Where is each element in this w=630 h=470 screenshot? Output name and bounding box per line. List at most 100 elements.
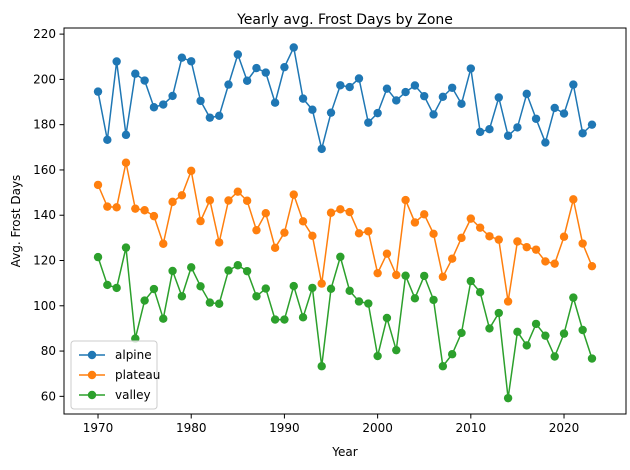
data-point — [382, 313, 392, 323]
data-point — [214, 111, 224, 121]
data-point — [140, 296, 149, 305]
data-point — [578, 325, 587, 335]
data-point — [345, 82, 354, 92]
data-point — [373, 108, 382, 118]
data-point — [587, 354, 597, 363]
data-point — [298, 313, 308, 322]
data-point — [149, 284, 159, 294]
data-point — [270, 98, 280, 107]
x-tick-label: 1970 — [83, 421, 114, 435]
data-point — [503, 297, 513, 306]
data-point — [345, 207, 354, 217]
data-point — [401, 87, 410, 97]
data-point — [382, 249, 392, 258]
legend-item-alpine: alpine — [79, 348, 152, 362]
y-tick-label: 160 — [33, 163, 56, 177]
data-point — [187, 263, 196, 272]
plot-series — [93, 43, 597, 403]
data-point — [513, 123, 522, 132]
data-point — [121, 243, 131, 252]
data-point — [401, 271, 410, 280]
data-point — [242, 196, 252, 205]
data-point — [280, 315, 289, 324]
legend-label: valley — [115, 388, 151, 402]
data-point — [494, 93, 503, 102]
data-point — [401, 195, 410, 205]
y-tick-label: 220 — [33, 27, 56, 41]
data-point — [280, 228, 289, 237]
data-point — [336, 81, 345, 90]
legend-marker — [87, 390, 97, 400]
data-point — [429, 295, 438, 305]
data-point — [364, 299, 373, 308]
data-point — [252, 63, 261, 73]
y-tick-label: 200 — [33, 72, 56, 86]
data-point — [149, 103, 159, 112]
data-point — [364, 227, 373, 236]
data-point — [252, 225, 261, 235]
data-point — [317, 362, 326, 371]
data-point — [420, 210, 429, 219]
data-point — [205, 113, 215, 122]
data-point — [354, 297, 364, 306]
data-point — [550, 103, 559, 113]
data-point — [261, 284, 270, 293]
data-point — [177, 292, 187, 301]
data-point — [541, 331, 550, 340]
data-point — [485, 232, 494, 241]
legend-label: plateau — [115, 368, 160, 382]
data-point — [205, 298, 215, 307]
data-point — [140, 76, 149, 85]
data-point — [196, 216, 205, 226]
data-point — [196, 282, 205, 291]
data-point — [438, 362, 448, 371]
data-point — [485, 125, 494, 134]
data-point — [503, 393, 513, 403]
data-point — [531, 245, 541, 254]
data-point — [242, 266, 252, 276]
data-point — [336, 252, 345, 262]
data-point — [317, 144, 326, 154]
x-tick-label: 2000 — [362, 421, 393, 435]
legend-marker — [87, 350, 97, 360]
legend: alpine plateau valley — [70, 340, 160, 410]
data-point — [475, 223, 485, 232]
data-point — [326, 284, 336, 293]
data-point — [475, 127, 485, 137]
data-point — [205, 196, 215, 205]
data-point — [159, 239, 168, 248]
data-point — [578, 239, 587, 248]
data-point — [131, 204, 140, 213]
data-point — [149, 211, 159, 221]
data-point — [392, 270, 401, 280]
data-point — [289, 43, 298, 52]
data-point — [308, 231, 317, 241]
data-point — [159, 314, 168, 323]
data-point — [298, 94, 308, 103]
data-point — [559, 109, 569, 118]
data-point — [196, 96, 205, 106]
legend-item-plateau: plateau — [79, 368, 160, 382]
data-point — [289, 281, 298, 291]
data-point — [103, 135, 112, 145]
data-point — [187, 166, 196, 176]
legend-marker — [87, 370, 97, 380]
data-point — [522, 89, 531, 99]
data-point — [420, 91, 429, 101]
data-point — [420, 271, 429, 281]
data-point — [429, 110, 438, 119]
data-point — [242, 76, 252, 85]
data-point — [224, 80, 233, 89]
data-point — [531, 319, 541, 329]
data-point — [289, 190, 298, 199]
series-valley — [93, 243, 597, 403]
y-axis-ticks: 60 80 100 120 140 160 180 200 220 — [33, 27, 64, 403]
data-point — [159, 100, 168, 109]
x-axis-label: Year — [331, 445, 357, 459]
data-point — [336, 205, 345, 214]
data-point — [364, 118, 373, 127]
data-point — [494, 235, 503, 244]
data-point — [392, 345, 401, 355]
data-point — [578, 129, 587, 138]
data-point — [513, 237, 522, 246]
